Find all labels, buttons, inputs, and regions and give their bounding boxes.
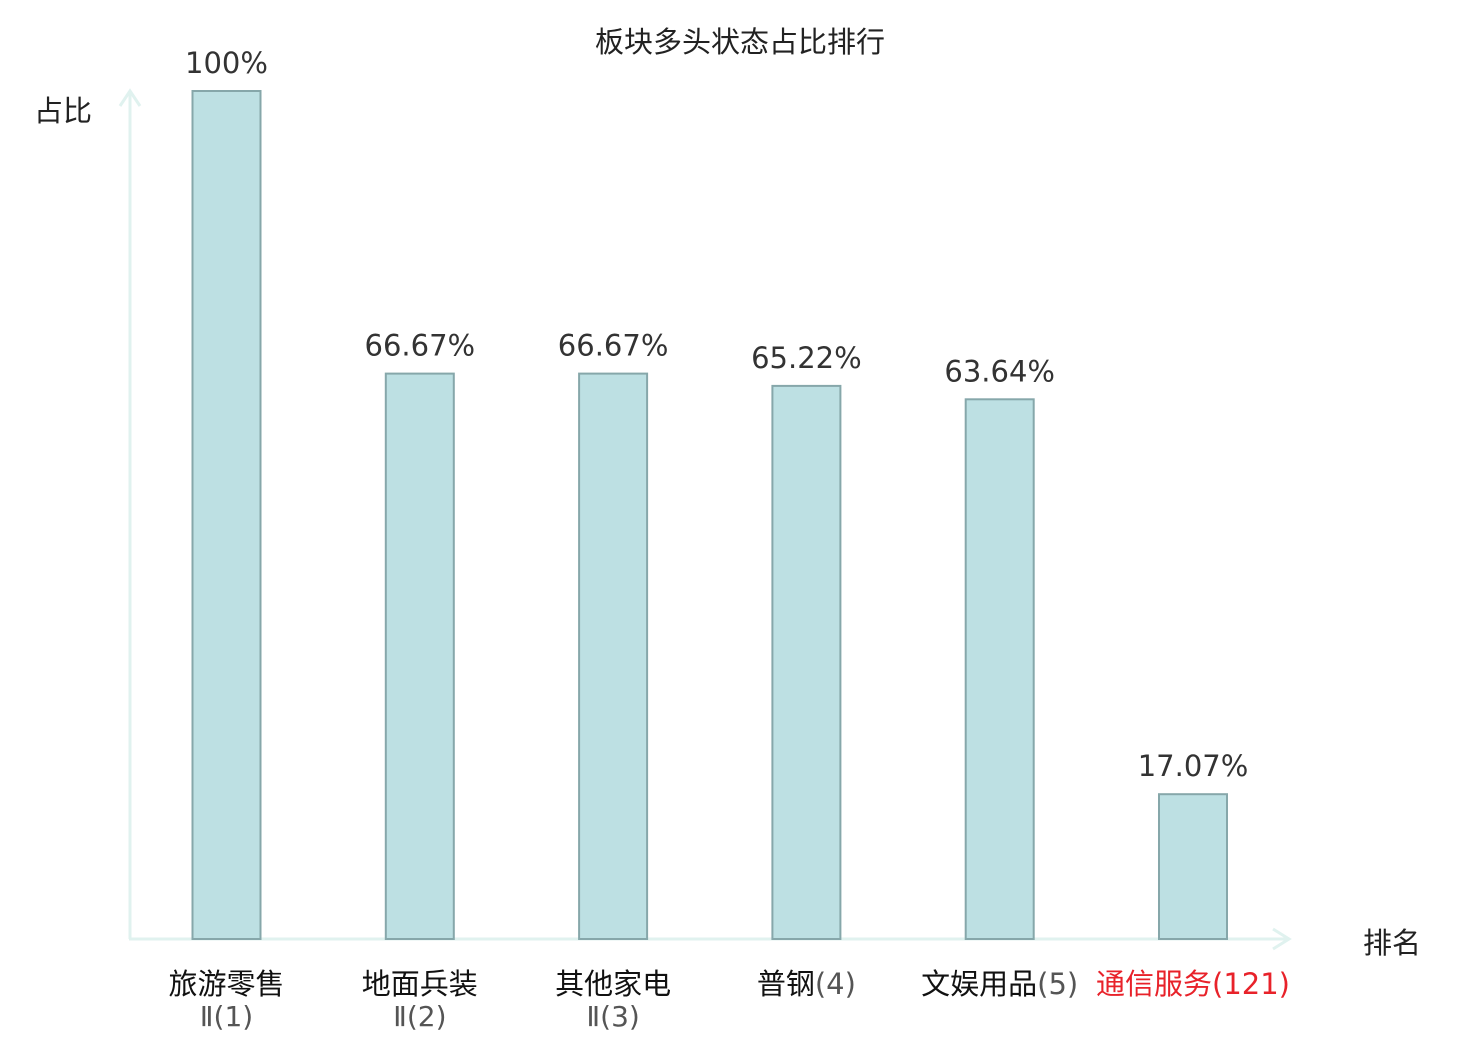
category-rank: (121) [1212,967,1290,1001]
category-rank: Ⅱ(3) [586,1000,639,1033]
category-name: 其他家电 [555,967,671,1001]
value-label-3: 66.67% [558,329,669,363]
category-name-text: 通信服务 [1096,967,1212,1001]
category-rank: Ⅱ(2) [393,1000,446,1033]
bar-2 [384,372,455,941]
axes [118,88,1292,951]
value-label-2: 66.67% [365,329,476,363]
value-label-1: 100% [185,46,268,80]
bar-6 [1158,793,1228,941]
category-rank: (5) [1037,967,1078,1001]
category-label-4: 普钢(4) [757,967,856,1001]
category-label-6: 通信服务(121) [1096,967,1290,1001]
bar-4 [771,384,842,940]
y-axis-label: 占比 [34,94,92,128]
category-name-text: 文娱用品 [921,967,1037,1001]
category-name: 地面兵装 [362,967,478,1001]
category-label-5: 文娱用品(5) [921,967,1078,1001]
category-rank: Ⅱ(1) [200,1000,253,1033]
bar-3 [578,372,649,941]
x-axis-arrow [1272,927,1292,951]
bars [191,90,1228,941]
category-name: 旅游零售 [168,967,284,1001]
y-axis-arrow [118,88,142,107]
value-label-6: 17.07% [1138,749,1249,783]
value-label-5: 63.64% [944,354,1055,388]
value-labels: 100% 66.67% 66.67% 65.22% 63.64% 17.07% [185,46,1248,783]
chart-title: 板块多头状态占比排行 [595,25,885,59]
category-name-text: 普钢 [757,967,815,1001]
category-rank: (4) [815,967,856,1001]
category-name: 文娱用品(5) [921,967,1078,1001]
category-name: 通信服务(121) [1096,967,1290,1001]
bar-5 [964,398,1035,940]
x-axis-label: 排名 [1363,926,1421,960]
value-label-4: 65.22% [751,341,862,375]
category-name: 普钢(4) [757,967,856,1001]
bar-1 [191,90,262,940]
